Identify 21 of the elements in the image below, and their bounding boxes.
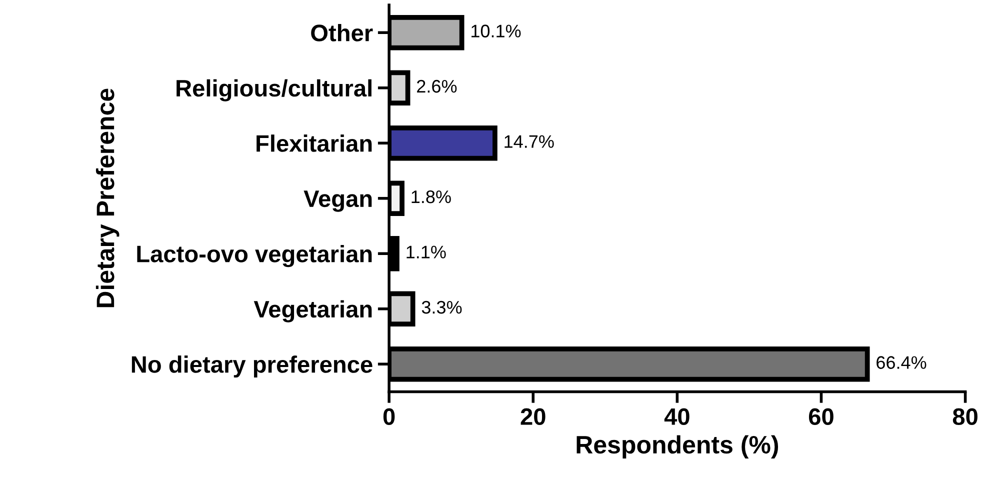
x-tick-label: 60 bbox=[808, 408, 834, 426]
y-axis-title: Dietary Preference bbox=[96, 88, 120, 308]
y-tick-label: Religious/cultural bbox=[176, 79, 372, 102]
y-tick-label: Lacto-ovo vegetarian bbox=[137, 245, 372, 268]
y-tick-label: Other bbox=[311, 24, 373, 42]
y-tick-label: Vegan bbox=[304, 190, 372, 212]
data-label: 2.6% bbox=[417, 80, 457, 93]
x-tick-label: 40 bbox=[664, 408, 690, 426]
data-label: 66.4% bbox=[876, 356, 926, 369]
x-tick-label: 20 bbox=[520, 408, 546, 426]
data-label: 3.3% bbox=[422, 300, 462, 314]
data-label: 1.1% bbox=[406, 246, 446, 258]
y-tick-label: No dietary preference bbox=[132, 356, 372, 378]
y-tick-label: Flexitarian bbox=[256, 134, 372, 152]
x-axis-title: Respondents (%) bbox=[576, 435, 778, 459]
data-label: 1.8% bbox=[412, 190, 451, 204]
data-label: 14.7% bbox=[504, 135, 554, 148]
data-label: 10.1% bbox=[472, 24, 521, 38]
y-tick-label: Vegetarian bbox=[254, 300, 372, 322]
x-tick-label: 80 bbox=[952, 408, 978, 426]
x-tick-label: 0 bbox=[383, 408, 395, 426]
